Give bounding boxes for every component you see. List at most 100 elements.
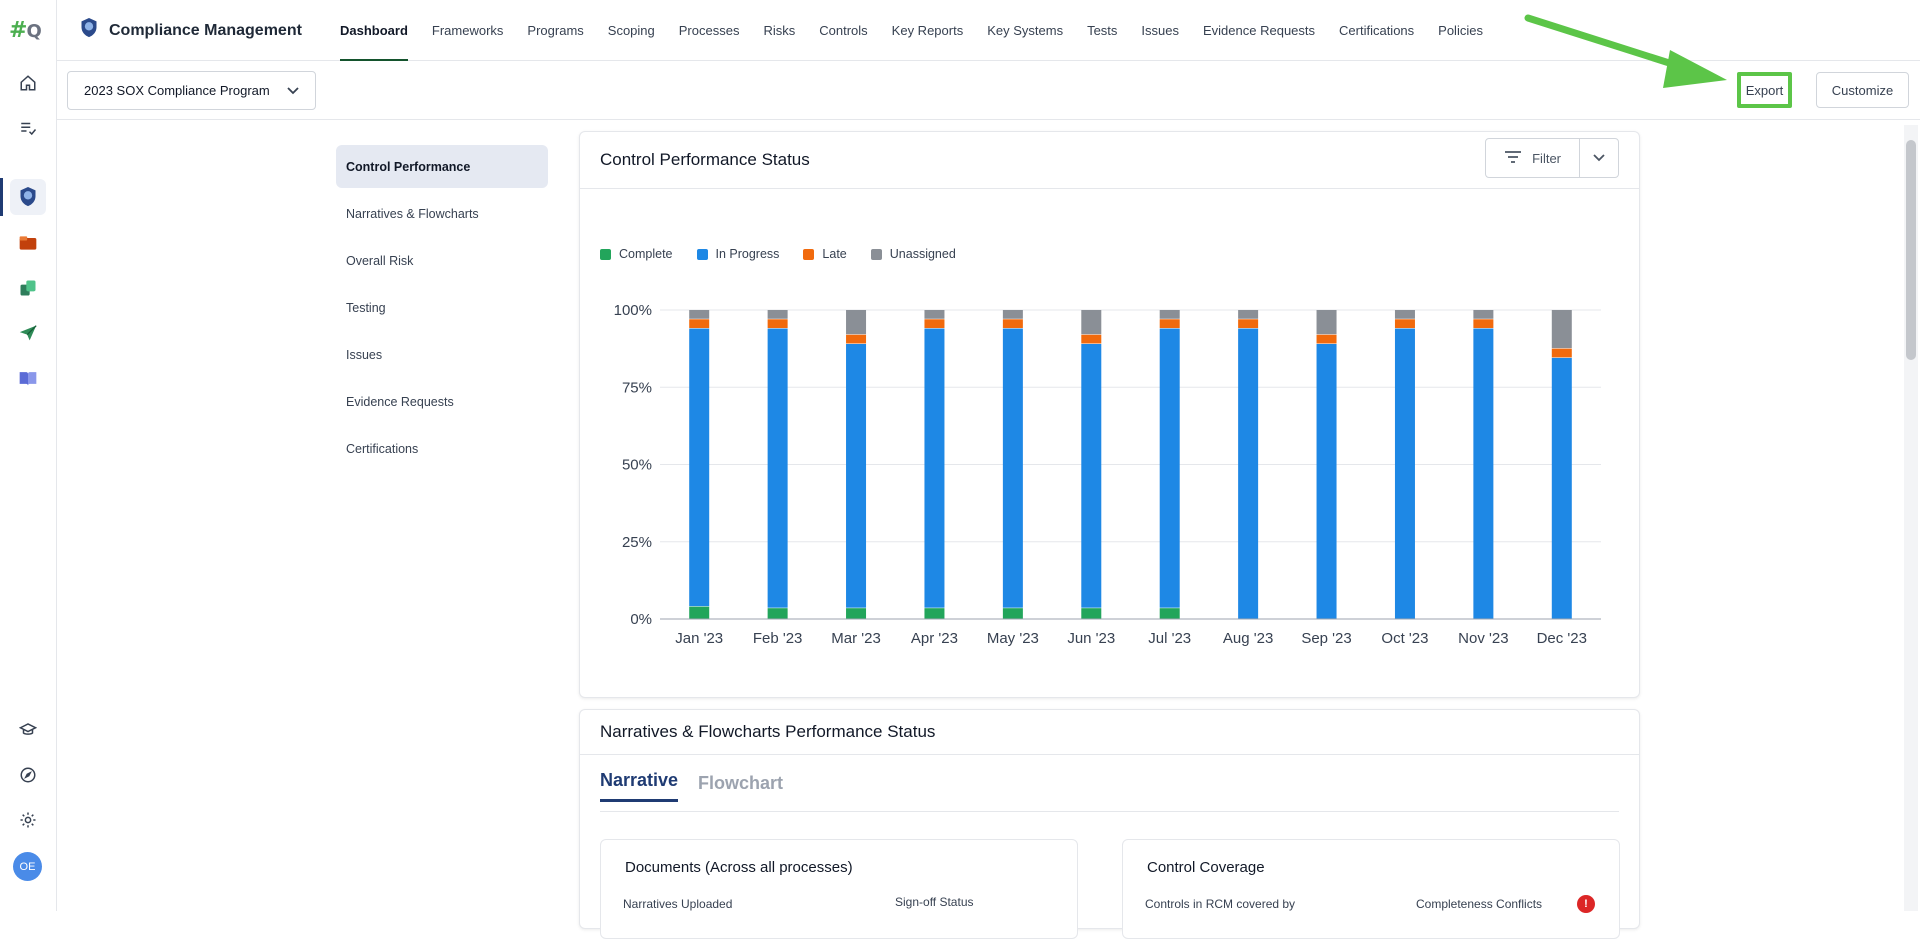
top-navigation-bar: Compliance Management Dashboard Framewor… [57,0,1920,61]
bar-segment [846,343,867,608]
side-item-issues[interactable]: Issues [346,347,383,362]
folder-icon[interactable] [10,225,46,261]
legend-label: Late [822,247,847,261]
bar-segment [1238,310,1259,319]
nav-risks[interactable]: Risks [763,23,796,38]
side-item-evidence-requests[interactable]: Evidence Requests [346,394,454,409]
bar-segment [1473,310,1494,319]
tasks-icon[interactable] [10,110,46,146]
alert-icon[interactable]: ! [1577,895,1595,913]
nav-scoping[interactable]: Scoping [607,23,655,38]
nav-key-reports[interactable]: Key Reports [891,23,964,38]
nav-policies[interactable]: Policies [1438,23,1483,38]
book-icon[interactable] [10,360,46,396]
learning-icon[interactable] [10,712,46,748]
nav-issues[interactable]: Issues [1141,23,1179,38]
home-icon[interactable] [10,65,46,101]
main-nav: Dashboard Frameworks Programs Scoping Pr… [328,0,1495,61]
side-item-certifications[interactable]: Certifications [346,441,419,456]
control-coverage-title: Control Coverage [1147,859,1265,876]
app-logo[interactable]: #Q [9,18,42,43]
export-highlight-box [1737,72,1792,108]
tab-flowchart[interactable]: Flowchart [698,773,784,793]
side-item-narratives-flowcharts[interactable]: Narratives & Flowcharts [346,206,479,221]
tab-narrative[interactable]: Narrative [600,770,679,802]
x-tick-label: Apr '23 [911,630,958,647]
bar-segment [846,334,867,344]
nav-processes[interactable]: Processes [678,23,740,38]
chevron-down-icon [1593,149,1605,167]
nav-tests[interactable]: Tests [1087,23,1118,38]
compass-icon[interactable] [10,757,46,793]
narrative-tabs: Narrative Flowchart [600,770,783,802]
app-title: Compliance Management [109,21,302,39]
filter-button[interactable]: Filter [1486,139,1580,177]
send-icon[interactable] [10,315,46,351]
page-scrollbar[interactable] [1904,125,1918,911]
legend-swatch [600,248,611,260]
filter-dropdown-button[interactable] [1580,139,1618,177]
nav-certifications[interactable]: Certifications [1339,23,1415,38]
customize-button[interactable]: Customize [1816,72,1909,108]
chevron-down-icon [287,83,299,98]
bar-segment [1159,608,1180,619]
bar-segment [689,319,710,329]
side-item-overall-risk[interactable]: Overall Risk [346,253,414,268]
narratives-flowcharts-card: Narratives & Flowcharts Performance Stat… [579,709,1640,939]
legend-label: Complete [619,247,673,261]
nav-frameworks[interactable]: Frameworks [431,23,504,38]
bar-segment [924,608,945,619]
bar-segment [1394,310,1415,319]
x-tick-label: Jun '23 [1067,630,1115,647]
y-tick-label: 0% [630,611,652,628]
bar-segment [1002,608,1023,619]
nav-key-systems[interactable]: Key Systems [987,23,1064,38]
annotation-arrow-icon [1524,14,1727,88]
filter-label: Filter [1532,150,1561,166]
bar-segment [1473,328,1494,619]
legend-item-late[interactable]: Late [803,247,847,261]
y-tick-label: 100% [614,302,652,319]
bar-segment [846,608,867,619]
legend-item-complete[interactable]: Complete [600,247,673,261]
scrollbar-thumb[interactable] [1906,140,1916,360]
nav-programs[interactable]: Programs [527,23,584,38]
x-tick-label: Sep '23 [1301,630,1351,647]
bar-segment [1238,328,1259,619]
bar-segment [1002,310,1023,319]
bar-segment [767,608,788,619]
bar-segment [1238,319,1259,329]
legend-item-unassigned[interactable]: Unassigned [870,247,956,261]
rail-active-indicator [0,178,3,216]
bar-segment [1473,319,1494,329]
sync-icon[interactable] [10,270,46,306]
bar-segment [846,310,867,335]
bar-segment [1002,319,1023,329]
bar-segment [1081,343,1102,608]
bar-segment [1551,310,1572,349]
y-tick-label: 25% [622,534,652,551]
bar-segment [689,328,710,607]
x-tick-label: Jan '23 [675,630,723,647]
gear-icon[interactable] [10,802,46,838]
bar-segment [1002,328,1023,608]
bar-segment [689,606,710,619]
nav-controls[interactable]: Controls [819,23,868,38]
legend-label: In Progress [715,247,780,261]
completeness-conflicts-label: Completeness Conflicts [1416,897,1543,911]
documents-title: Documents (Across all processes) [625,859,853,876]
bar-segment [924,328,945,608]
side-item-testing[interactable]: Testing [346,300,386,315]
avatar[interactable]: OE [13,852,42,881]
bar-segment [924,310,945,319]
x-tick-label: Feb '23 [753,630,803,647]
nav-dashboard[interactable]: Dashboard [328,0,420,61]
bar-segment [1159,310,1180,319]
program-select[interactable]: 2023 SOX Compliance Program [67,71,316,110]
legend-item-in-progress[interactable]: In Progress [696,247,780,261]
nav-evidence-requests[interactable]: Evidence Requests [1203,23,1316,38]
compliance-badge-icon[interactable] [10,179,46,215]
side-item-control-performance[interactable]: Control Performance [336,145,548,188]
dashboard-section-menu: Control Performance Narratives & Flowcha… [336,145,548,474]
bar-segment [1394,328,1415,619]
